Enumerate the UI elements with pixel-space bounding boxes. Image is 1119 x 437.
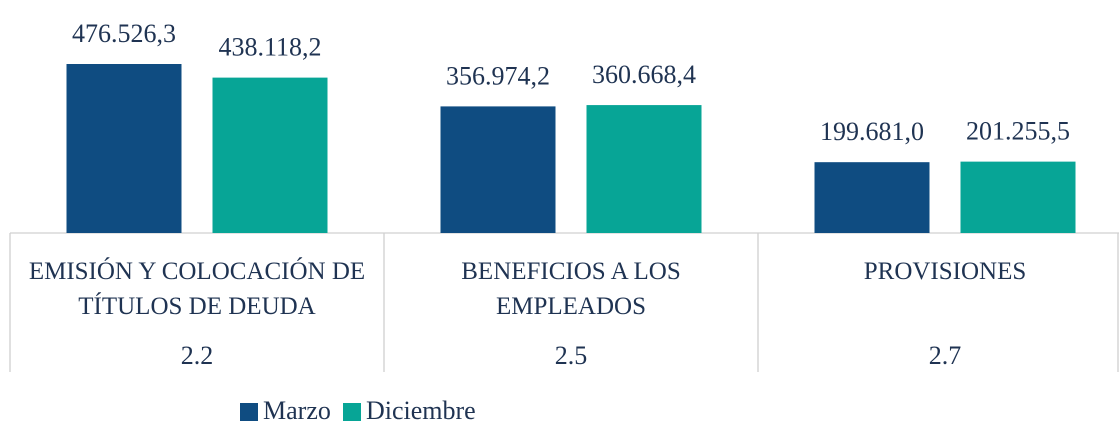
bar: [960, 161, 1076, 233]
x-tick-label: BENEFICIOS A LOS EMPLEADOS: [461, 258, 681, 320]
data-label: 356.974,2: [446, 61, 550, 90]
bar: [66, 64, 182, 233]
legend-swatch: [343, 403, 361, 421]
legend-label: Marzo: [263, 396, 331, 425]
bar: [440, 106, 556, 233]
category-code: 2.5: [555, 341, 588, 370]
bar: [814, 162, 930, 233]
data-label: 360.668,4: [592, 60, 696, 89]
category-label-box: BENEFICIOS A LOS EMPLEADOS: [461, 258, 681, 320]
data-label: 438.118,2: [218, 33, 321, 62]
category-label-box: EMISIÓN Y COLOCACIÓN DE TÍTULOS DE DEUDA: [28, 258, 366, 320]
x-tick-label: PROVISIONES: [863, 258, 1027, 285]
legend-swatch: [240, 403, 258, 421]
category-code: 2.2: [181, 341, 214, 370]
category-code: 2.7: [929, 341, 962, 370]
legend-label: Diciembre: [366, 396, 476, 425]
data-label: 201.255,5: [966, 117, 1070, 146]
x-tick-label: EMISIÓN Y COLOCACIÓN DE TÍTULOS DE DEUDA: [28, 258, 366, 320]
bar: [586, 105, 702, 233]
data-label: 476.526,3: [72, 19, 176, 48]
data-label: 199.681,0: [820, 117, 924, 146]
bar: [212, 77, 328, 233]
category-label-box: PROVISIONES: [863, 258, 1027, 285]
